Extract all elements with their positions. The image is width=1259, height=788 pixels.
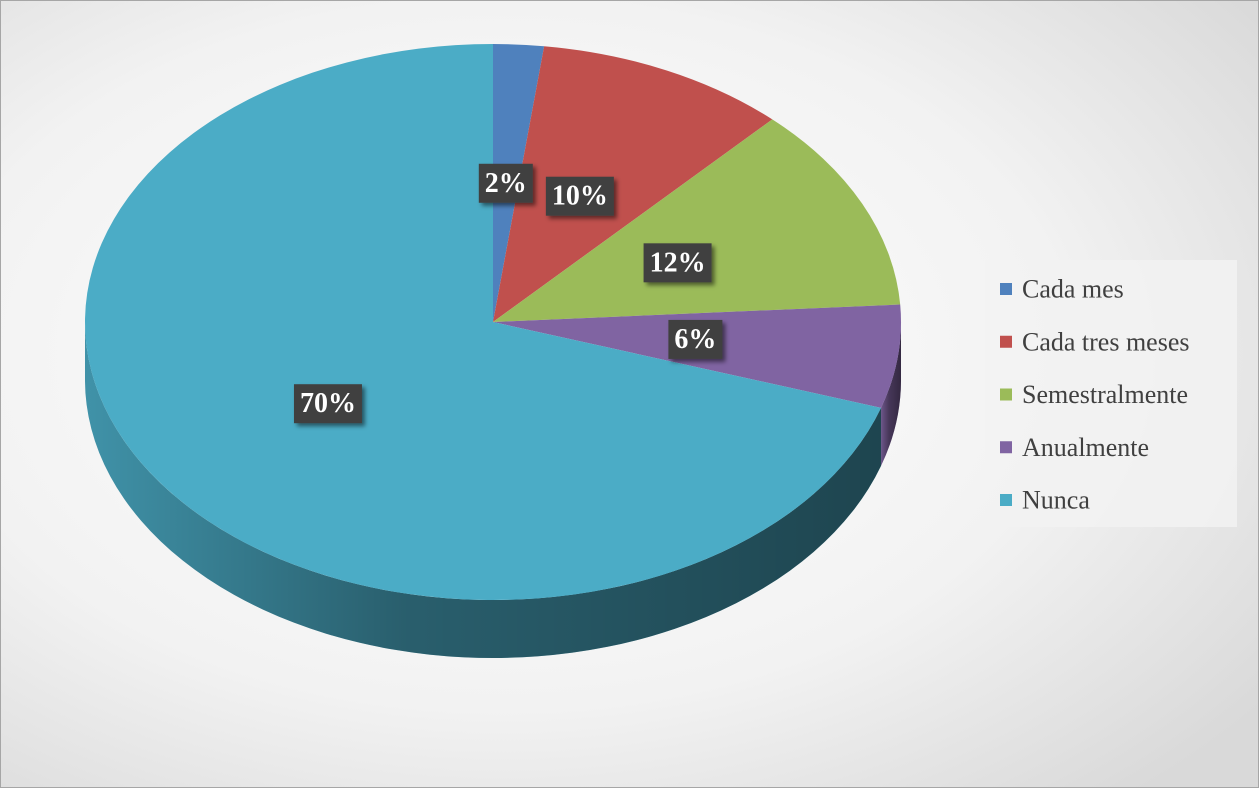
data-label-box [668, 319, 723, 359]
legend-swatch [1000, 335, 1012, 348]
data-labels: 2% 10% 12% 6% 70% [293, 163, 723, 424]
legend-label: Semestralmente [1022, 380, 1188, 409]
data-label-box [293, 384, 362, 424]
data-label: 70% [293, 384, 362, 424]
slice [85, 44, 882, 601]
data-label-text: 70% [300, 388, 356, 419]
legend-label: Cada tres meses [1022, 327, 1190, 356]
legend-label: Anualmente [1022, 433, 1149, 462]
data-label: 2% [478, 163, 533, 203]
data-label-text: 10% [552, 181, 608, 212]
slice-side-shade [881, 322, 901, 466]
data-label-text: 2% [485, 168, 527, 199]
legend: Cada mes Cada tres meses Semestralmente Anu… [1000, 275, 1190, 515]
data-label-text: 6% [674, 324, 716, 355]
pie [85, 44, 901, 659]
data-label: 12% [643, 243, 712, 283]
legend-box [985, 260, 1237, 527]
data-label-box [643, 243, 712, 283]
data-label-box [478, 163, 533, 203]
slice [493, 119, 901, 323]
legend-swatch [1000, 388, 1012, 401]
data-label-box [545, 176, 614, 216]
slice [493, 46, 773, 323]
data-label: 6% [668, 319, 723, 359]
slice-side-shade [85, 322, 882, 659]
data-label: 10% [545, 176, 614, 216]
legend-swatch [1000, 441, 1012, 454]
data-label-text: 12% [650, 247, 706, 278]
legend-label: Nunca [1022, 486, 1090, 515]
legend-swatch [1000, 283, 1012, 295]
legend-label: Cada mes [1022, 275, 1124, 304]
legend-swatch [1000, 494, 1012, 506]
